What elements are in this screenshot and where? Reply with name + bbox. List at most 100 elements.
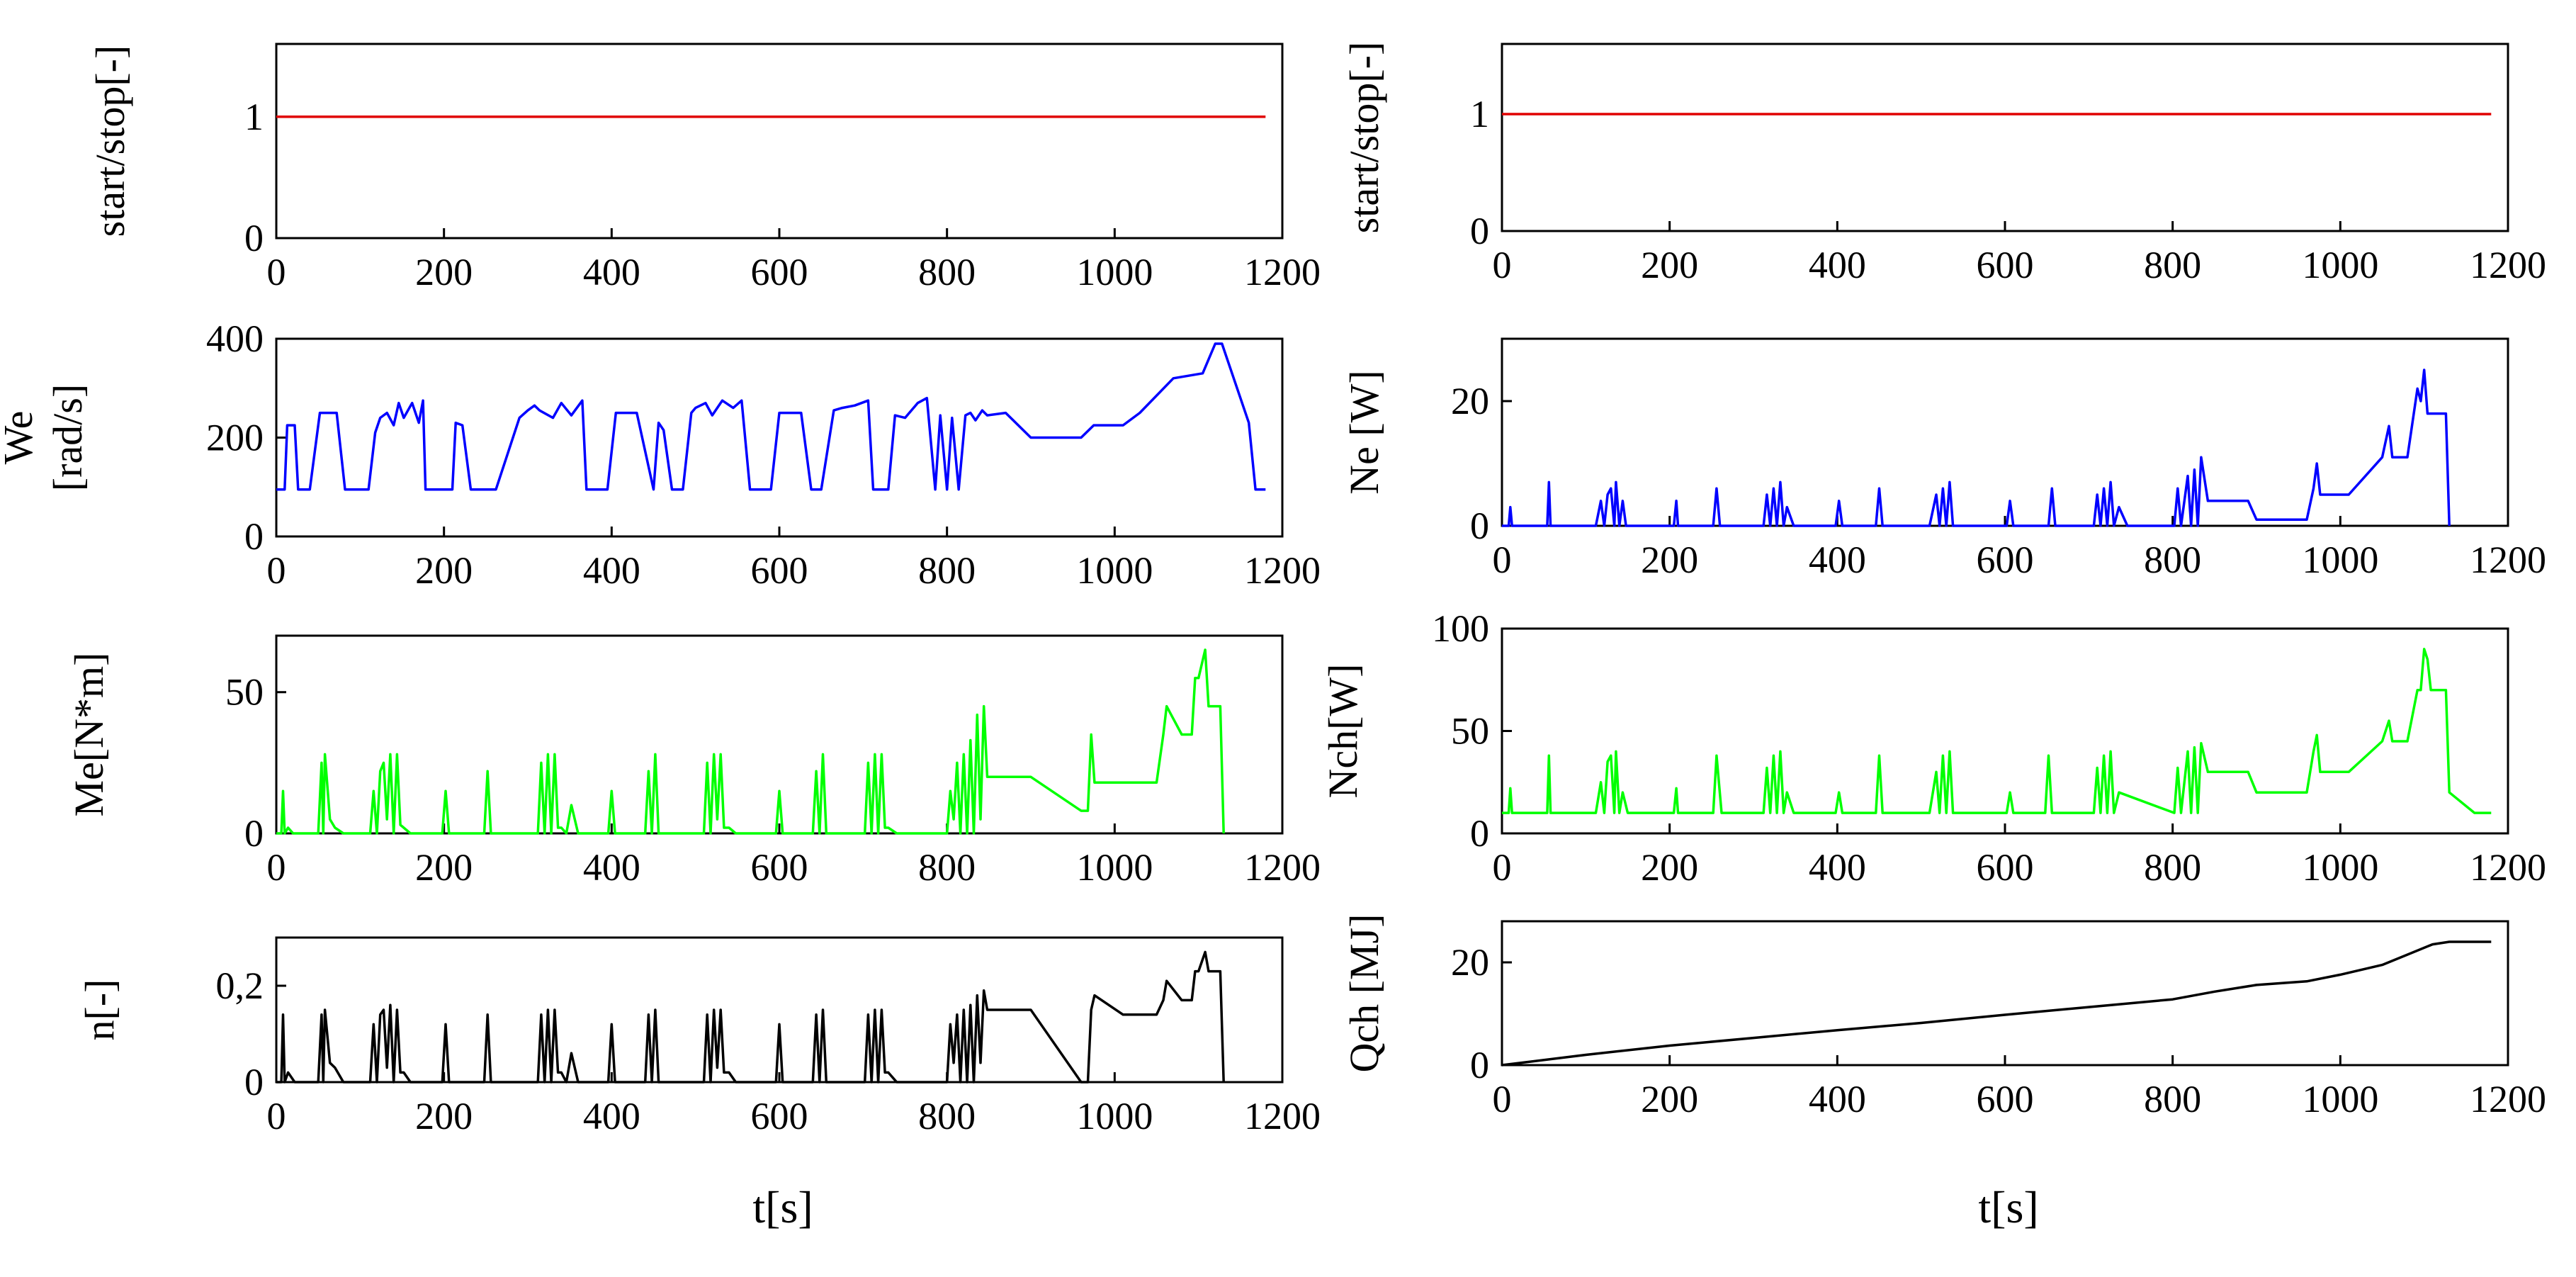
x-tick-label: 600	[1977, 1078, 2034, 1120]
x-tick-label: 600	[751, 846, 808, 889]
x-tick-label: 400	[583, 251, 640, 293]
x-tick-label: 1000	[2302, 539, 2378, 581]
x-tick-label: 1000	[1076, 549, 1153, 592]
chart-nch: 0 200 400 600 800 1000 1200 0 50 100 Nch[W]	[1320, 607, 2546, 889]
x-tick-label: 800	[918, 549, 976, 592]
chart-eta: 0 200 400 600 800 1000 1200 0 0,2 n[-] t[s]	[77, 936, 1321, 1232]
x-tick-label: 1000	[1076, 251, 1153, 293]
y-tick-label: 0	[1470, 812, 1489, 855]
x-tick-label: 1200	[2470, 244, 2546, 286]
x-tick-label: 0	[267, 251, 286, 293]
x-tick-label: 1200	[1244, 251, 1321, 293]
chart-ss-right: 0 200 400 600 800 1000 1200 0 1 start/stop[-]	[1341, 42, 2546, 286]
y-tick-label: 0,2	[216, 964, 264, 1007]
chart-me: 0 200 400 600 800 1000 1200 0 50 Me[N*m]	[66, 634, 1321, 889]
plot-frame	[1501, 627, 2509, 835]
chart-we: 0 200 400 600 800 1000 1200 0 200 400 We [rad/s]	[0, 317, 1321, 592]
y-axis-label: start/stop[-]	[1341, 42, 1387, 234]
x-tick-label: 800	[2144, 1078, 2201, 1120]
plot-frame	[275, 936, 1284, 1084]
series-line-ne	[1502, 369, 2451, 527]
x-tick-label: 400	[1809, 539, 1866, 581]
x-tick-label: 200	[415, 846, 473, 889]
x-tick-label: 0	[267, 549, 286, 592]
y-tick-label: 0	[244, 812, 264, 855]
x-tick-label: 1000	[1076, 1095, 1153, 1137]
x-tick-label: 1200	[1244, 1095, 1321, 1137]
y-axis-label: [rad/s]	[45, 384, 91, 491]
y-tick-label: 400	[206, 317, 264, 360]
plot-frame	[275, 43, 1284, 240]
x-tick-label: 1000	[1076, 846, 1153, 889]
x-tick-label: 600	[1977, 244, 2034, 286]
x-tick-label: 400	[583, 549, 640, 592]
chart-ss-left: 0 200 400 600 800 1000 1200 0 1 start/stop[-]	[87, 43, 1321, 293]
x-tick-label: 600	[751, 251, 808, 293]
y-axis-label: Qch [MJ]	[1341, 914, 1387, 1073]
x-tick-label: 800	[2144, 244, 2201, 286]
chart-ne: 0 200 400 600 800 1000 1200 0 20 Ne [W]	[1341, 337, 2546, 581]
x-axis-label: t[s]	[1978, 1182, 2038, 1232]
plot-frame	[1501, 337, 2509, 527]
x-tick-label: 200	[1641, 1078, 1698, 1120]
x-tick-label: 0	[1493, 244, 1512, 286]
x-tick-label: 800	[918, 1095, 976, 1137]
y-tick-label: 0	[1470, 505, 1489, 547]
y-tick-label: 0	[1470, 1044, 1489, 1086]
x-tick-label: 1000	[2302, 244, 2378, 286]
y-tick-label: 1	[1470, 93, 1489, 135]
x-tick-label: 0	[1493, 846, 1512, 889]
series-line-me	[276, 648, 1225, 835]
x-tick-label: 400	[1809, 244, 1866, 286]
x-tick-label: 600	[751, 549, 808, 592]
y-tick-label: 1	[244, 96, 264, 138]
x-tick-label: 800	[2144, 846, 2201, 889]
y-tick-label: 0	[1470, 210, 1489, 252]
y-axis-label: Nch[W]	[1320, 663, 1366, 798]
y-axis-label: We	[0, 411, 41, 465]
x-tick-label: 1200	[2470, 539, 2546, 581]
x-tick-label: 400	[583, 846, 640, 889]
chart-qch: 0 200 400 600 800 1000 1200 0 20 Qch [MJ] t[s]	[1341, 914, 2546, 1232]
x-tick-label: 800	[918, 251, 976, 293]
y-tick-label: 20	[1451, 380, 1489, 422]
x-tick-label: 1200	[2470, 1078, 2546, 1120]
y-axis-label: start/stop[-]	[87, 45, 133, 237]
y-tick-label: 50	[225, 671, 264, 714]
x-tick-label: 0	[267, 846, 286, 889]
y-tick-label: 50	[1451, 710, 1489, 753]
y-tick-label: 0	[244, 515, 264, 558]
x-tick-label: 400	[1809, 846, 1866, 889]
x-tick-label: 1200	[2470, 846, 2546, 889]
x-tick-label: 800	[2144, 539, 2201, 581]
x-tick-label: 200	[1641, 244, 1698, 286]
y-tick-label: 20	[1451, 941, 1489, 984]
x-tick-label: 1000	[2302, 1078, 2378, 1120]
x-tick-label: 1200	[1244, 846, 1321, 889]
x-tick-label: 0	[267, 1095, 286, 1137]
series-line-nch	[1502, 648, 2492, 814]
series-line-n	[276, 950, 1225, 1084]
x-tick-label: 400	[1809, 1078, 1866, 1120]
y-axis-label: n[-]	[77, 979, 123, 1041]
y-tick-label: 200	[206, 417, 264, 459]
plot-frame	[275, 337, 1284, 538]
y-axis-label: Ne [W]	[1341, 370, 1387, 495]
x-tick-label: 200	[415, 549, 473, 592]
series-line-we	[276, 342, 1266, 491]
x-tick-label: 0	[1493, 1078, 1512, 1120]
plot-frame	[1501, 43, 2509, 232]
x-tick-label: 1000	[2302, 846, 2378, 889]
x-tick-label: 800	[918, 846, 976, 889]
x-tick-label: 600	[1977, 846, 2034, 889]
y-tick-label: 0	[244, 217, 264, 259]
x-tick-label: 400	[583, 1095, 640, 1137]
x-tick-label: 0	[1493, 539, 1512, 581]
x-tick-label: 200	[415, 1095, 473, 1137]
x-tick-label: 1200	[1244, 549, 1321, 592]
y-tick-label: 100	[1432, 607, 1489, 650]
x-axis-label: t[s]	[752, 1182, 813, 1232]
series-line-qch	[1501, 940, 2492, 1067]
x-tick-label: 200	[1641, 846, 1698, 889]
